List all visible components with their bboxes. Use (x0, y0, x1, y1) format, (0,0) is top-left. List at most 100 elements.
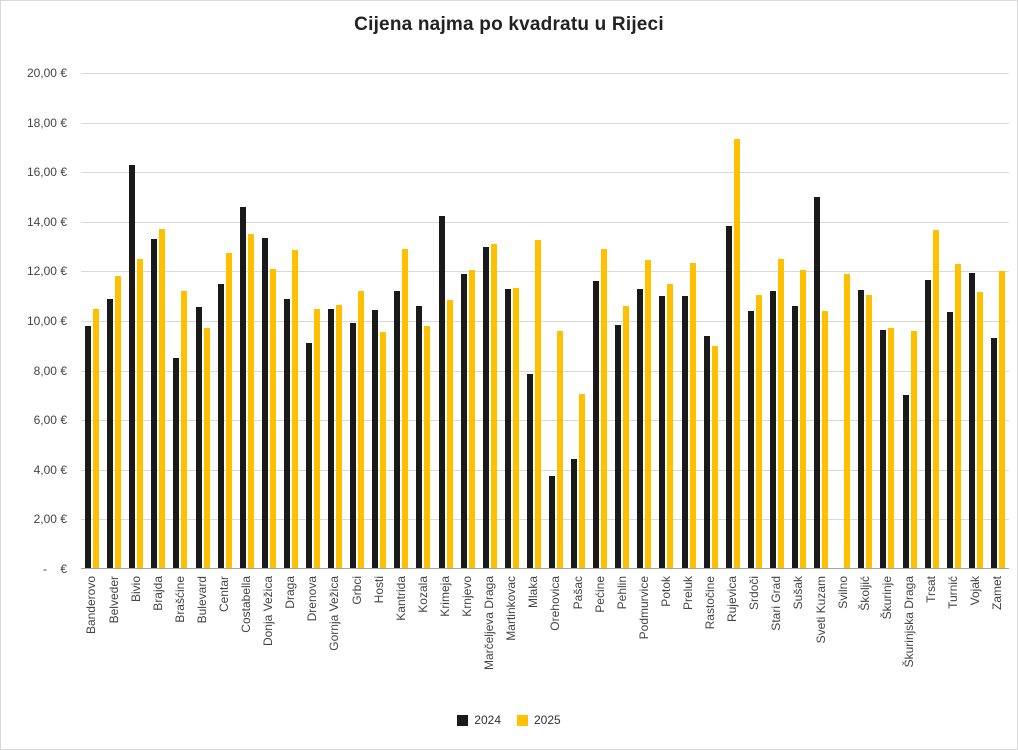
bar-group (435, 73, 457, 569)
x-tick-label: Grbci (349, 576, 364, 605)
bar-2024 (880, 329, 887, 569)
x-tick-label: Pehlin (614, 576, 629, 610)
x-tick-label: Škurinje (879, 576, 894, 620)
x-tick: Banderovo (81, 576, 103, 704)
bar-2025 (203, 328, 210, 569)
bar-2024 (372, 309, 379, 569)
y-tick-label: 8,00 € (33, 363, 67, 378)
bar-group (103, 73, 125, 569)
x-tick-label: Kantrida (393, 576, 408, 621)
bar-2024 (239, 206, 246, 569)
y-tick-label: 20,00 € (26, 66, 67, 80)
x-tick-label: Krnjevo (460, 576, 475, 617)
bar-group (788, 73, 810, 569)
x-tick: Srdoči (744, 576, 766, 704)
x-tick: Pehlin (611, 576, 633, 704)
bar-group (390, 73, 412, 569)
bar-2025 (777, 259, 784, 569)
legend-swatch (457, 714, 469, 726)
bar-2024 (328, 308, 335, 569)
x-tick-label: Centar (217, 576, 232, 613)
bar-group (214, 73, 236, 569)
bar-2025 (998, 271, 1005, 569)
x-tick-label: Vojak (968, 576, 983, 606)
chart-title: Cijena najma po kvadratu u Rijeci (354, 14, 664, 35)
x-tick: Belveder (103, 576, 125, 704)
x-tick-label: Belveder (106, 576, 121, 624)
x-tick: Sušak (788, 576, 810, 704)
x-tick: Marčeljeva Draga (479, 576, 501, 704)
bar-2024 (129, 164, 136, 569)
bar-group (280, 73, 302, 569)
x-tick-label: Martinkovac (504, 576, 519, 641)
x-tick-label: Kozala (415, 576, 430, 613)
x-tick: Potok (655, 576, 677, 704)
gridline (81, 321, 1009, 322)
x-tick-label: Preluk (680, 576, 695, 611)
x-tick: Kozala (412, 576, 434, 704)
bar-group (169, 73, 191, 569)
x-tick-label: Sušak (791, 576, 806, 610)
bar-2025 (402, 249, 409, 569)
bar-2025 (667, 283, 674, 569)
bar-2025 (446, 299, 453, 569)
bar-2025 (512, 287, 519, 569)
bar-group (302, 73, 324, 569)
bar-2024 (725, 225, 732, 569)
x-tick: Bivio (125, 576, 147, 704)
bar-2024 (305, 343, 312, 569)
x-tick-label: Bulevard (194, 576, 209, 624)
x-tick: Pašac (567, 576, 589, 704)
x-tick: Mlaka (523, 576, 545, 704)
bar-2025 (269, 268, 276, 569)
bar-group (346, 73, 368, 569)
bar-group (898, 73, 920, 569)
bar-2024 (438, 215, 445, 569)
x-tick: Brajda (147, 576, 169, 704)
bar-2025 (181, 291, 188, 569)
bar-group (611, 73, 633, 569)
bar-group (832, 73, 854, 569)
bar-group (236, 73, 258, 569)
y-tick-label: 6,00 € (33, 413, 67, 428)
x-tick-label: Turnić (946, 576, 961, 609)
x-tick: Stari Grad (766, 576, 788, 704)
x-tick: Vojak (965, 576, 987, 704)
bar-group (987, 73, 1009, 569)
bar-group (633, 73, 655, 569)
x-tick-label: Banderovo (84, 576, 99, 635)
bar-2024 (85, 325, 92, 569)
legend-label: 2024 (474, 713, 501, 727)
bar-2025 (358, 291, 365, 569)
x-tick: Rastočine (700, 576, 722, 704)
x-tick-label: Brašćine (172, 576, 187, 623)
x-tick-label: Školjić (857, 576, 872, 611)
gridline (81, 370, 1009, 372)
bar-2025 (976, 292, 983, 569)
legend-item-2025: 2025 (517, 713, 561, 727)
bar-group (854, 73, 876, 569)
bar-2024 (283, 298, 290, 569)
x-tick-label: Škurinjska Draga (901, 576, 916, 668)
bar-2024 (858, 290, 865, 569)
bar-2025 (844, 273, 851, 569)
x-tick: Gornja Vežica (324, 576, 346, 704)
bar-2024 (769, 291, 776, 569)
x-axis-labels: Banderovo Belveder Bivio Brajda Brašćine Bule… (81, 576, 1009, 704)
bar-2025 (711, 345, 718, 569)
bar-2024 (659, 296, 666, 569)
gridline (81, 73, 1009, 74)
x-tick: Preluk (678, 576, 700, 704)
y-tick-label: 4,00 € (33, 462, 67, 477)
gridline (81, 221, 1009, 223)
bar-2024 (946, 312, 953, 569)
bar-group (943, 73, 965, 569)
gridline (81, 122, 1009, 124)
bar-2025 (424, 325, 431, 569)
x-tick: Costabella (236, 576, 258, 704)
bar-2025 (336, 304, 343, 569)
x-tick: Škurinjska Draga (898, 576, 920, 704)
x-tick: Orehovica (545, 576, 567, 704)
x-tick: Zamet (987, 576, 1009, 704)
